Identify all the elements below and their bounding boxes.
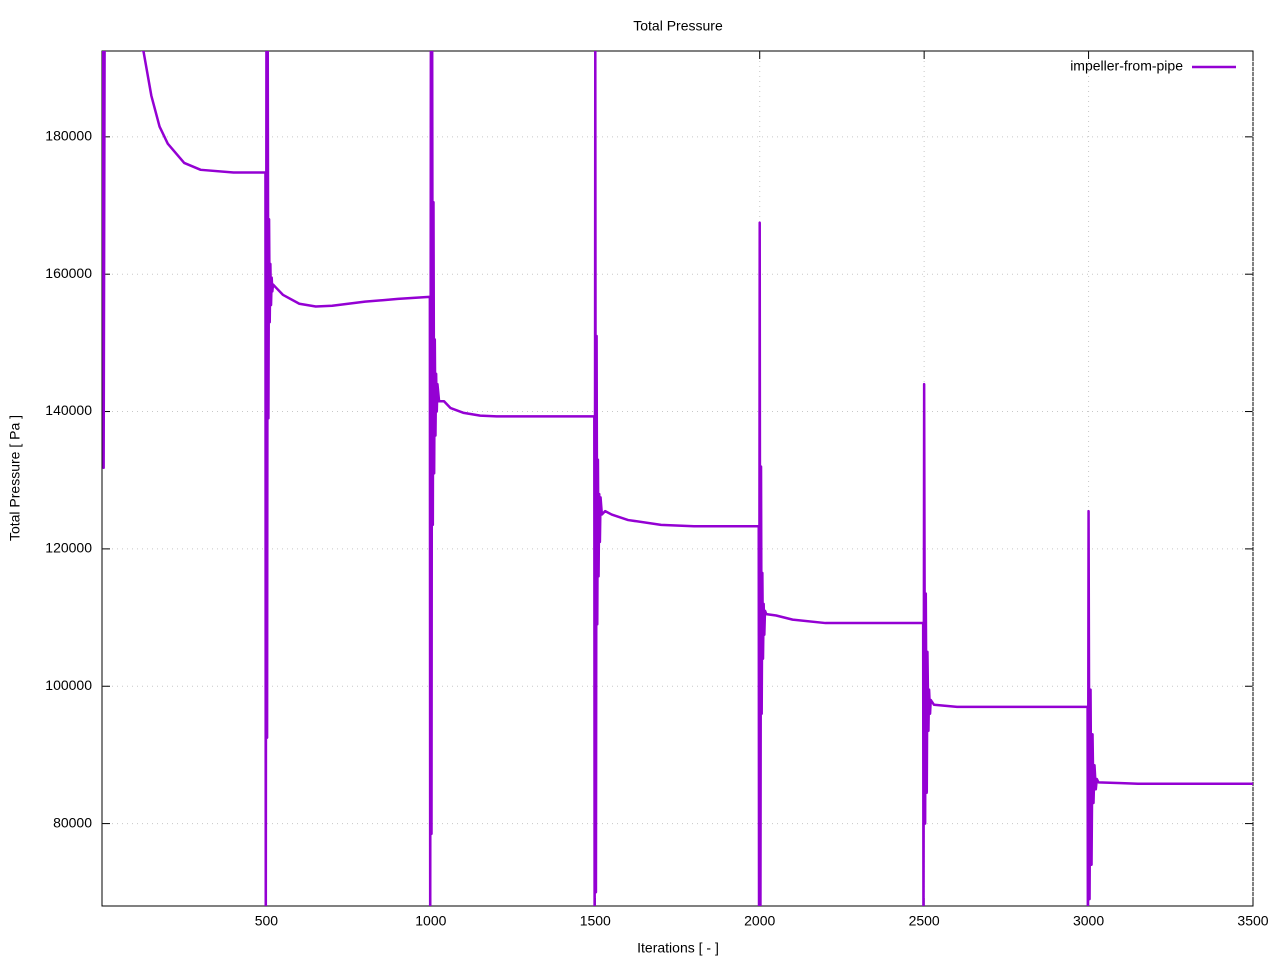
x-tick-label: 1500 bbox=[580, 913, 611, 929]
x-tick-label: 3000 bbox=[1073, 913, 1104, 929]
data-line bbox=[102, 51, 1253, 906]
chart-title: Total Pressure bbox=[633, 18, 723, 34]
plot-area bbox=[102, 51, 1253, 906]
y-tick-label: 80000 bbox=[53, 814, 92, 830]
y-tick-label: 120000 bbox=[45, 540, 92, 556]
y-tick-label: 160000 bbox=[45, 265, 92, 281]
y-tick-label: 140000 bbox=[45, 402, 92, 418]
legend-label: impeller-from-pipe bbox=[1070, 58, 1183, 74]
x-axis-label: Iterations [ - ] bbox=[637, 940, 719, 956]
x-tick-label: 2000 bbox=[744, 913, 775, 929]
x-tick-label: 1000 bbox=[415, 913, 446, 929]
x-tick-label: 500 bbox=[255, 913, 279, 929]
y-tick-label: 180000 bbox=[45, 128, 92, 144]
x-tick-label: 3500 bbox=[1237, 913, 1268, 929]
y-axis-label: Total Pressure [ Pa ] bbox=[7, 415, 23, 541]
x-tick-label: 2500 bbox=[909, 913, 940, 929]
plot-frame bbox=[101, 50, 1254, 907]
y-tick-label: 100000 bbox=[45, 677, 92, 693]
